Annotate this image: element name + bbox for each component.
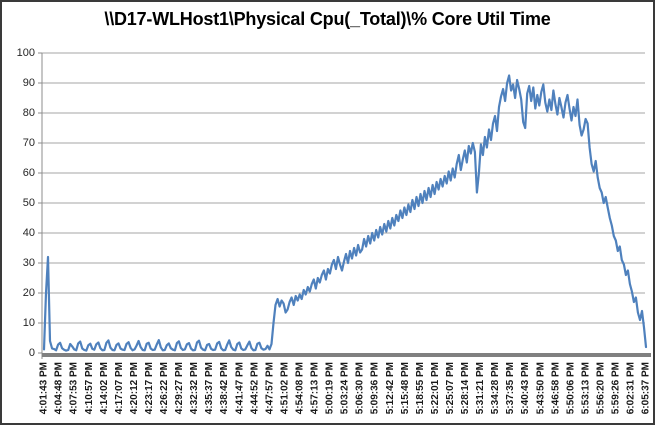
cpu-series-line (42, 74, 648, 352)
x-tick-label: 5:46:58 PM (550, 362, 561, 414)
x-tick-label: 4:01:43 PM (39, 362, 50, 414)
x-tick-label: 5:06:30 PM (355, 362, 366, 414)
x-axis-bar (42, 353, 651, 357)
x-tick-label: 5:18:55 PM (415, 362, 426, 414)
y-tick-label: 40 (23, 227, 35, 239)
x-tick-label: 6:02:31 PM (626, 362, 637, 414)
y-tick-label: 100 (17, 47, 35, 59)
y-tick-label: 50 (23, 197, 35, 209)
x-tick-label: 4:32:32 PM (189, 362, 200, 414)
x-tick-label: 5:00:19 PM (325, 362, 336, 414)
y-tick-label: 0 (29, 347, 35, 359)
x-tick-label: 4:20:12 PM (129, 362, 140, 414)
x-tick-label: 4:57:13 PM (310, 362, 321, 414)
x-tick-label: 5:25:07 PM (445, 362, 456, 414)
x-tick-label: 5:31:21 PM (475, 362, 486, 414)
x-tick-label: 4:51:02 PM (279, 362, 290, 414)
x-tick-label: 4:04:48 PM (54, 362, 65, 414)
x-tick-label: 4:29:27 PM (174, 362, 185, 414)
x-tick-label: 4:38:42 PM (219, 362, 230, 414)
x-tick-label: 5:53:13 PM (580, 362, 591, 414)
x-tick-label: 5:34:28 PM (490, 362, 501, 414)
y-tick-label: 30 (23, 257, 35, 269)
x-tick-label: 4:26:22 PM (159, 362, 170, 414)
x-tick-label: 4:14:02 PM (99, 362, 110, 414)
y-tick-label: 20 (23, 287, 35, 299)
x-tick-label: 5:22:01 PM (430, 362, 441, 414)
x-tick-label: 4:23:17 PM (144, 362, 155, 414)
x-tick-label: 5:03:24 PM (340, 362, 351, 414)
x-tick-label: 5:12:42 PM (385, 362, 396, 414)
x-tick-label: 5:40:43 PM (520, 362, 531, 414)
y-tick-label: 90 (23, 77, 35, 89)
x-tick-label: 5:28:14 PM (460, 362, 471, 414)
y-tick-label: 60 (23, 167, 35, 179)
x-tick-label: 5:56:20 PM (595, 362, 606, 414)
x-tick-label: 4:17:07 PM (114, 362, 125, 414)
x-tick-label: 4:47:57 PM (264, 362, 275, 414)
x-tick-label: 4:44:52 PM (249, 362, 260, 414)
x-tick-label: 4:10:57 PM (84, 362, 95, 414)
y-tick-label: 80 (23, 107, 35, 119)
x-tick-label: 5:37:35 PM (505, 362, 516, 414)
x-tick-label: 5:50:06 PM (565, 362, 576, 414)
x-tick-label: 4:35:37 PM (204, 362, 215, 414)
y-tick-label: 70 (23, 137, 35, 149)
chart-title: \\D17-WLHost1\Physical Cpu(_Total)\% Cor… (104, 9, 551, 29)
x-tick-label: 4:41:47 PM (234, 362, 245, 414)
x-tick-label: 6:05:37 PM (641, 362, 652, 414)
x-tick-label: 5:59:26 PM (611, 362, 622, 414)
x-tick-label: 5:43:50 PM (535, 362, 546, 414)
x-tick-label: 5:09:36 PM (370, 362, 381, 414)
x-tick-label: 5:15:48 PM (400, 362, 411, 414)
x-tick-label: 4:54:08 PM (294, 362, 305, 414)
y-tick-label: 10 (23, 317, 35, 329)
x-tick-label: 4:07:53 PM (69, 362, 80, 414)
